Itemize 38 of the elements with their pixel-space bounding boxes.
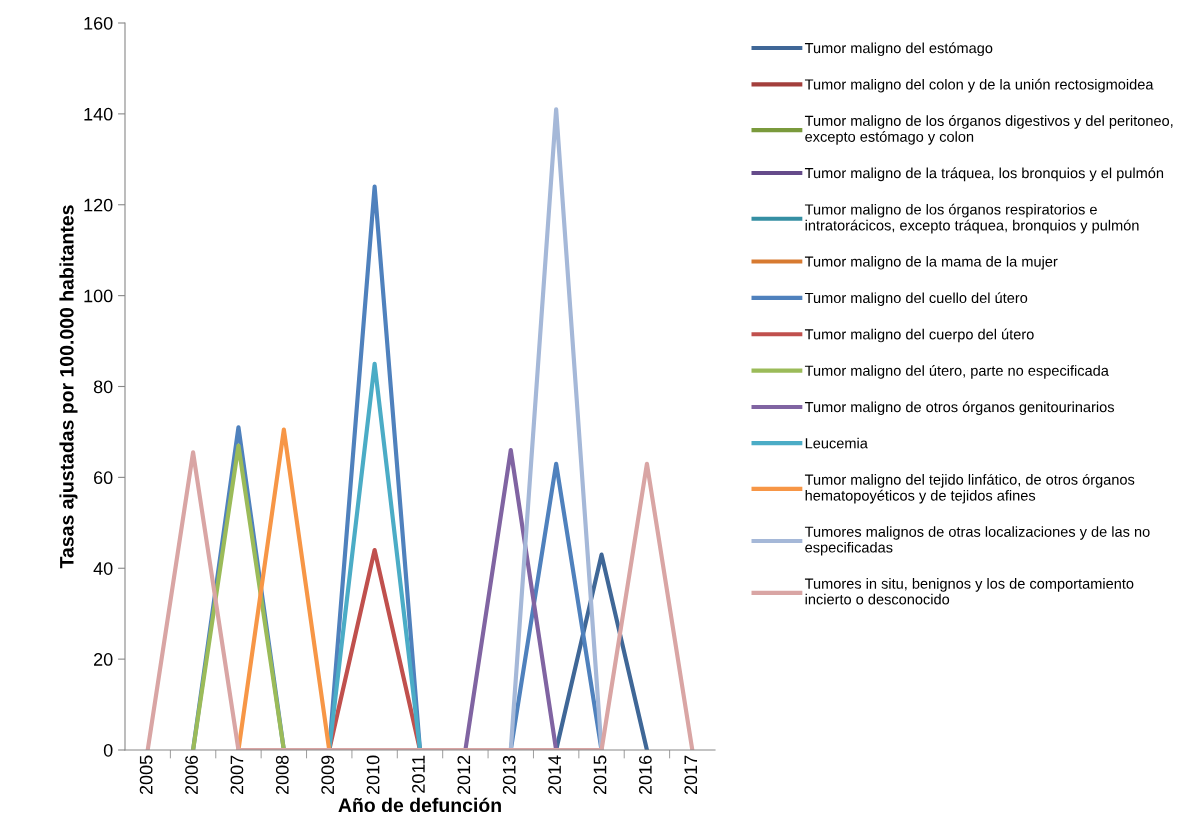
y-axis-title: Tasas ajustadas por 100.000 habitantes xyxy=(59,205,78,569)
x-tick-label: 2010 xyxy=(366,755,380,795)
legend-label: Tumor maligno de la mama de la mujer xyxy=(804,256,1058,270)
legend-label: Leucemia xyxy=(805,437,868,449)
legend-label: Tumor maligno de la tráquea, los bronquios y el pulmón xyxy=(804,167,1164,182)
x-tick-label: 2014 xyxy=(548,755,561,795)
legend-label: Tumor maligno del tejido linfático, de otros órganos hematopoyéticos y de tejidos afines xyxy=(804,473,1135,504)
y-tick-label: 100 xyxy=(84,289,113,303)
x-tick-label: 2016 xyxy=(638,755,652,795)
x-tick-label: 2005 xyxy=(139,755,153,795)
y-tick-label: 0 xyxy=(103,743,113,757)
x-tick-label: 2009 xyxy=(321,755,335,795)
legend-label: Tumor maligno del estómago xyxy=(804,42,993,57)
x-tick-label: 2015 xyxy=(593,755,607,795)
y-tick-label: 80 xyxy=(93,380,113,394)
legend-label: Tumor maligno de los órganos digestivos y del peritoneo, excepto estómago y colon xyxy=(804,115,1173,145)
x-tick-label: 2006 xyxy=(185,755,198,795)
x-tick-label: 2012 xyxy=(457,755,471,795)
x-tick-label: 2017 xyxy=(684,755,698,795)
y-tick-label: 160 xyxy=(84,16,113,30)
y-tick-label: 120 xyxy=(84,198,113,212)
legend-label: Tumor maligno de los órganos respiratorios e intratorácicos, excepto tráquea, bronquios y pulmón xyxy=(804,203,1139,234)
y-tick-label: 60 xyxy=(94,471,113,485)
x-tick-label: 2013 xyxy=(502,755,516,795)
legend-label: Tumor maligno del colon y de la unión rectosigmoidea xyxy=(804,78,1154,93)
y-tick-label: 20 xyxy=(94,653,113,666)
y-tick-label: 140 xyxy=(84,107,113,121)
x-axis-title: Año de defunción xyxy=(338,797,501,813)
x-tick-label: 2008 xyxy=(275,755,289,795)
y-tick-label: 40 xyxy=(93,562,113,575)
legend-label: Tumores malignos de otras localizaciones y de las no especificadas xyxy=(804,526,1150,556)
legend-label: Tumor maligno del cuello del útero xyxy=(804,292,1028,306)
legend-label: Tumor maligno de otros órganos genitourinarios xyxy=(804,401,1115,416)
legend-label: Tumor maligno del cuerpo del útero xyxy=(804,328,1034,343)
legend-label: Tumor maligno del útero, parte no especificada xyxy=(804,364,1109,379)
legend-label: Tumores in situ, benignos y los de comportamiento incierto o desconocido xyxy=(804,578,1134,605)
x-tick-label: 2007 xyxy=(230,755,244,795)
x-tick-label: 2011 xyxy=(412,755,425,793)
